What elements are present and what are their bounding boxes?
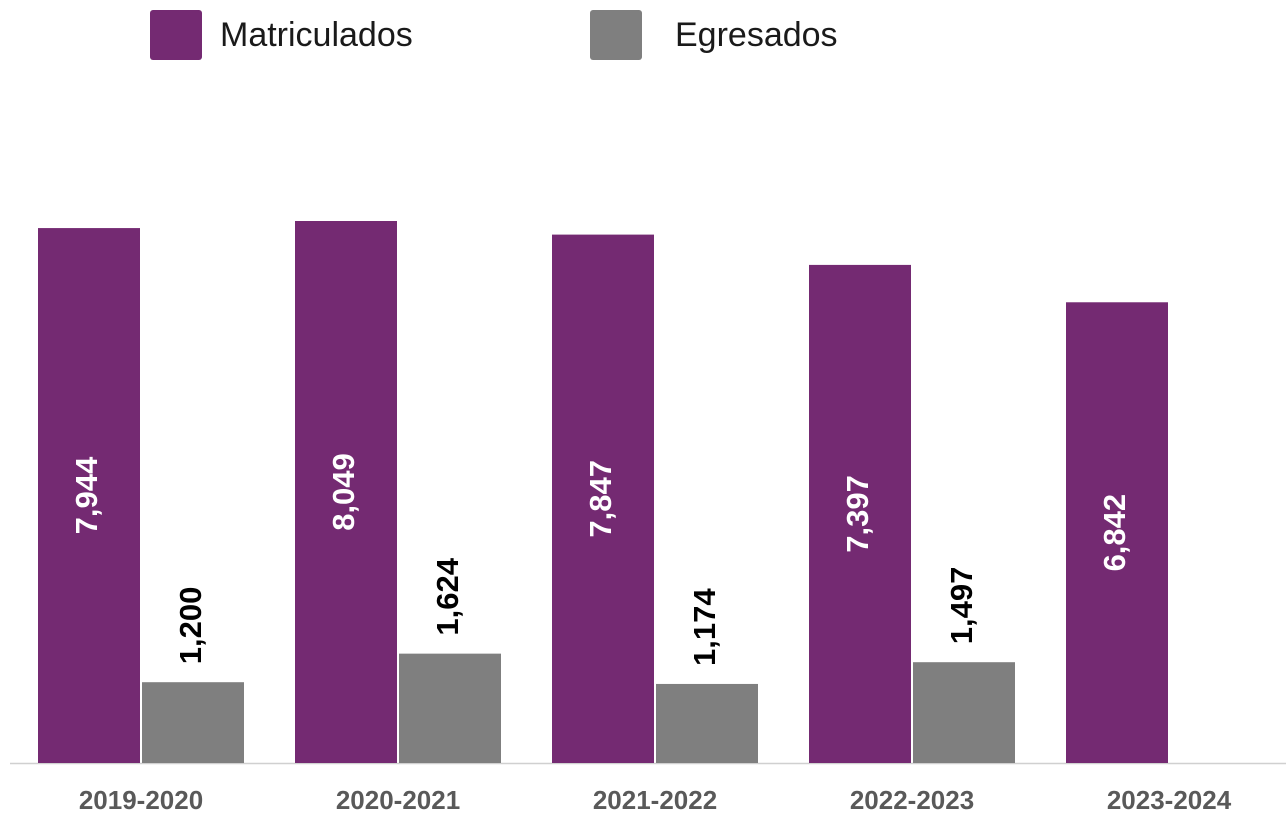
- x-tick-label: 2023-2024: [1107, 785, 1232, 814]
- legend-label: Egresados: [675, 16, 838, 54]
- data-label: 1,200: [173, 587, 208, 665]
- x-tick-label: 2021-2022: [593, 785, 717, 814]
- x-tick-label: 2019-2020: [79, 785, 203, 814]
- bar: [399, 653, 501, 763]
- bar: [1066, 302, 1168, 763]
- data-label: 8,049: [326, 453, 361, 531]
- bar: [656, 683, 758, 763]
- legend-swatch: [150, 10, 202, 60]
- bar: [295, 221, 397, 763]
- bar: [38, 228, 140, 764]
- data-label: 1,174: [687, 588, 722, 666]
- data-label: 1,624: [430, 557, 465, 635]
- bar: [913, 662, 1015, 763]
- bar: [809, 264, 911, 763]
- legend-swatch: [590, 10, 642, 60]
- data-label: 7,397: [840, 475, 875, 553]
- data-label: 7,847: [583, 460, 618, 538]
- data-label: 6,842: [1097, 494, 1132, 572]
- data-label: 7,944: [69, 456, 104, 534]
- x-tick-label: 2020-2021: [336, 785, 460, 814]
- x-tick-label: 2022-2023: [850, 785, 974, 814]
- data-label: 1,497: [944, 567, 979, 645]
- legend-label: Matriculados: [220, 16, 413, 54]
- bar: [552, 234, 654, 764]
- bar: [142, 682, 244, 763]
